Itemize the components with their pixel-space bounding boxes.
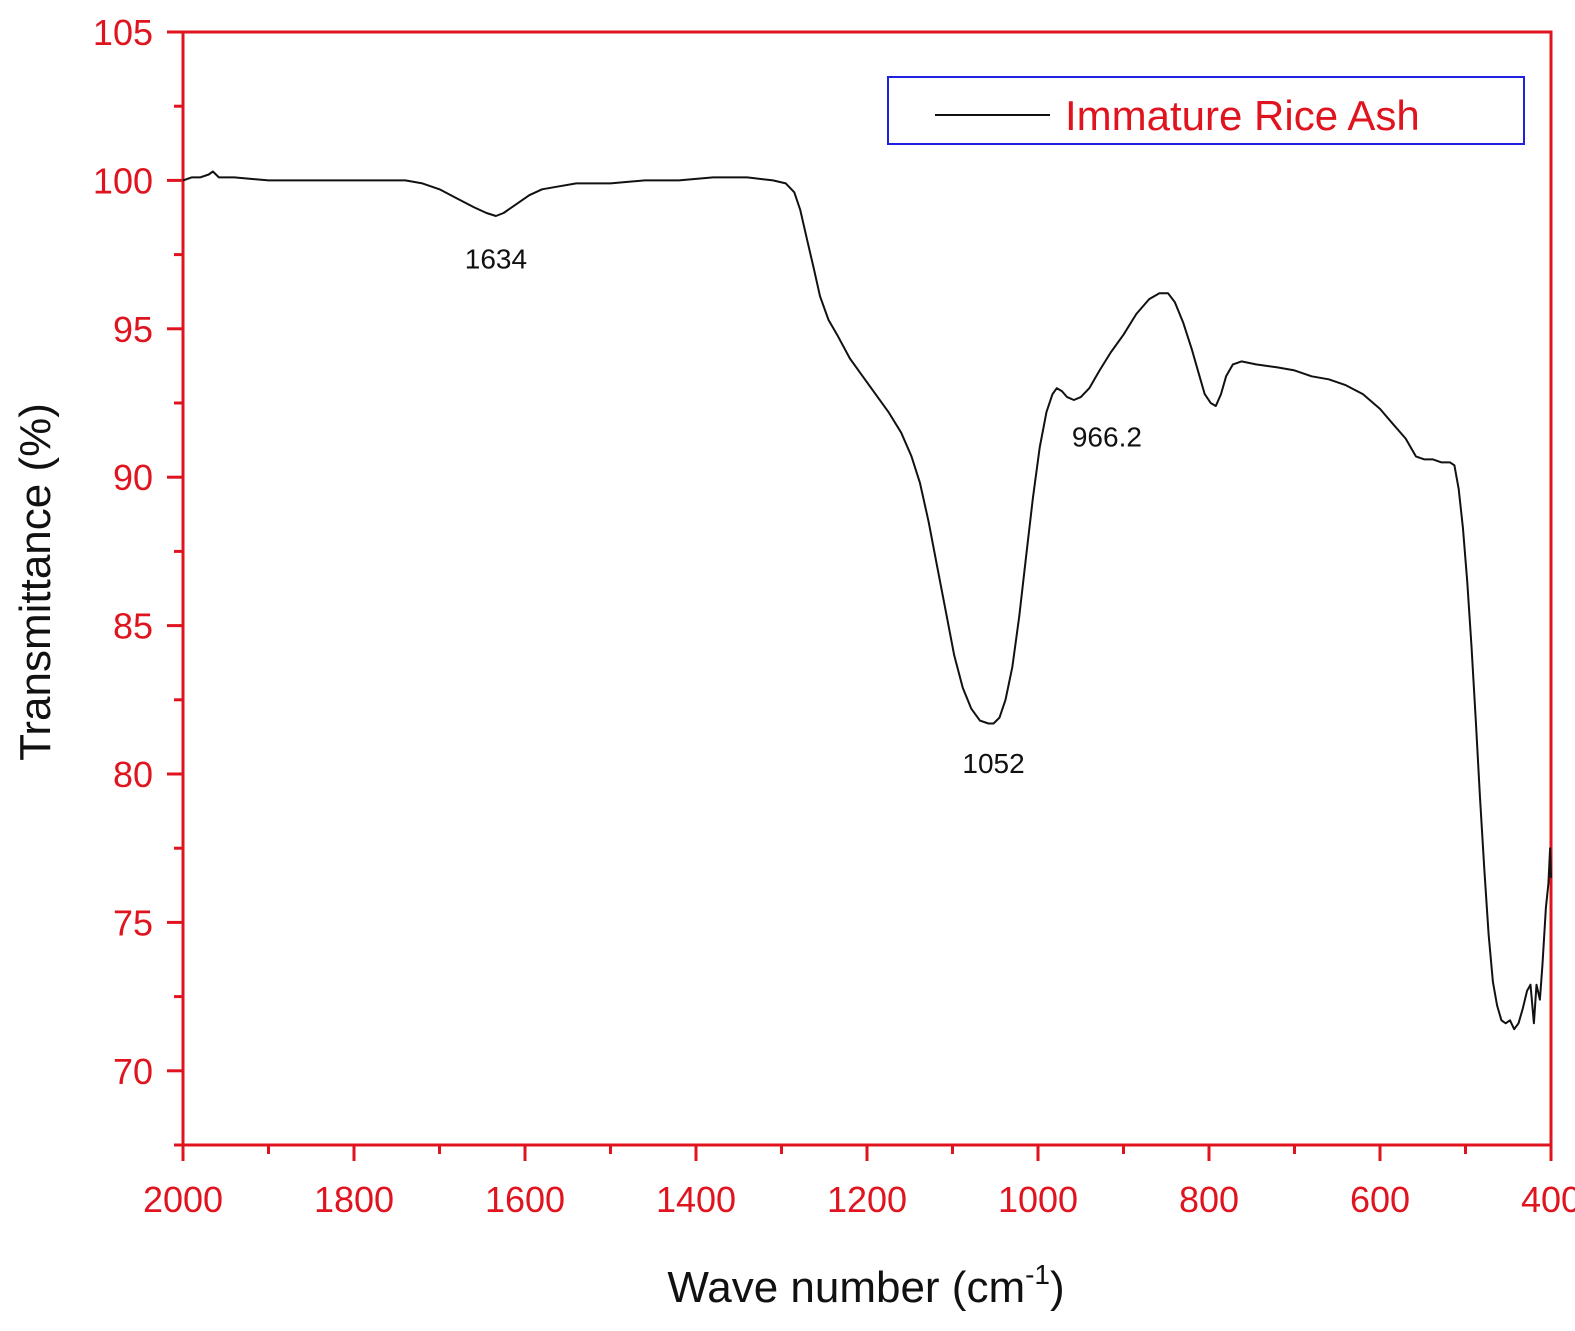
series-group xyxy=(182,170,1552,1031)
x-tick-label: 600 xyxy=(1350,1179,1410,1220)
x-axis-title-tail: ) xyxy=(1050,1263,1065,1312)
y-tick-label: 70 xyxy=(113,1051,153,1092)
annotation-group: 1634 1052 966.2 xyxy=(465,244,1142,780)
y-tick-label: 80 xyxy=(113,754,153,795)
y-tick-label: 100 xyxy=(93,160,153,201)
x-tick-label: 2000 xyxy=(143,1179,223,1220)
x-axis-title-superscript: -1 xyxy=(1025,1259,1050,1290)
x-tick-group: 2000 1800 1600 1400 1200 1000 800 600 400 xyxy=(143,1145,1575,1220)
peak-annotation: 1052 xyxy=(962,748,1024,779)
y-tick-group: 70 75 80 85 90 95 100 105 xyxy=(93,12,183,1147)
y-tick-label: 90 xyxy=(113,457,153,498)
y-tick-label: 105 xyxy=(93,12,153,53)
peak-annotation: 966.2 xyxy=(1072,422,1142,453)
x-tick-label: 1200 xyxy=(827,1179,907,1220)
y-axis-title: Transmittance (%) xyxy=(11,403,60,761)
axes-group xyxy=(181,30,1553,1147)
legend-box xyxy=(887,76,1525,145)
y-tick-label: 95 xyxy=(113,309,153,350)
x-axis-title: Wave number (cm-1) xyxy=(667,1259,1064,1312)
x-tick-label: 800 xyxy=(1179,1179,1239,1220)
plot-frame xyxy=(181,30,1553,1147)
series-line-immature-rice-ash xyxy=(182,170,1552,1031)
legend-group: Immature Rice Ash xyxy=(887,76,1525,145)
x-tick-label: 1600 xyxy=(485,1179,565,1220)
legend-label: Immature Rice Ash xyxy=(1065,92,1420,139)
x-axis-title-main: Wave number (cm xyxy=(667,1263,1025,1312)
x-tick-label: 1400 xyxy=(656,1179,736,1220)
x-tick-label: 1800 xyxy=(314,1179,394,1220)
x-tick-label: 1000 xyxy=(998,1179,1078,1220)
x-tick-label: 400 xyxy=(1521,1179,1575,1220)
y-tick-label: 85 xyxy=(113,606,153,647)
y-tick-label: 75 xyxy=(113,902,153,943)
peak-annotation: 1634 xyxy=(465,244,527,275)
